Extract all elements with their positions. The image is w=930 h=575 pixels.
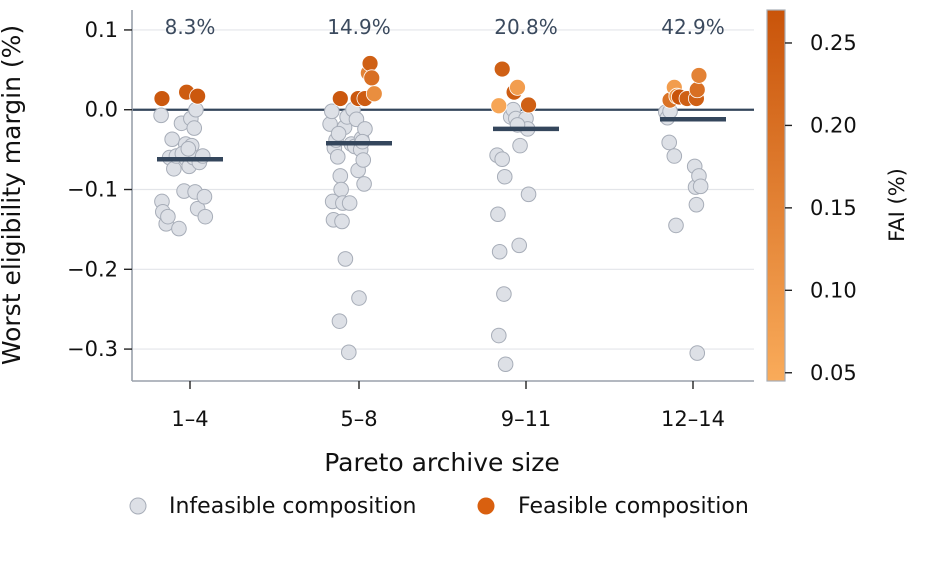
y-tick-label: 0.0 [85,98,118,122]
infeasible-point [153,107,169,124]
colorbar-tick-label: 0.25 [810,31,857,55]
feasible-point [690,67,708,84]
infeasible-point [180,141,197,157]
infeasible-point [520,186,537,203]
infeasible-point [341,195,358,211]
y-tick-label: −0.3 [67,337,118,361]
infeasible-point [333,181,349,198]
feasible-point [688,81,706,99]
infeasible-point [196,188,213,205]
infeasible-point [491,243,508,260]
infeasible-point [511,237,528,254]
legend-marker-feasible [477,497,495,515]
y-tick-label: −0.1 [67,178,118,202]
feasible-point [331,90,349,107]
data-points [153,55,709,373]
x-axis-title: Pareto archive size [324,448,560,477]
feasible-point [361,55,379,72]
infeasible-point [331,313,348,329]
group-annotation: 14.9% [327,15,391,39]
infeasible-point [356,176,372,192]
colorbar-bar [766,9,786,382]
feasible-point [363,69,381,87]
median-lines [157,117,726,162]
infeasible-point [512,137,528,154]
infeasible-point [197,208,214,225]
infeasible-point [494,151,511,167]
colorbar-title: FAI (%) [885,168,909,242]
infeasible-point [496,286,512,302]
feasible-point [490,97,508,115]
gridlines [132,29,754,350]
infeasible-point [666,148,683,164]
x-tick-label: 12–14 [661,407,725,431]
infeasible-point [330,125,347,142]
x-tick-label: 9–11 [501,407,552,431]
infeasible-point [688,196,705,213]
infeasible-point [491,327,507,344]
legend-label-feasible: Feasible composition [518,494,749,519]
infeasible-point [166,160,182,177]
group-annotation: 42.9% [661,15,725,39]
x-tick-label: 1–4 [171,407,208,431]
infeasible-point [171,220,187,237]
infeasible-point [692,178,709,195]
feasible-point [365,85,383,103]
legend: Infeasible composition Feasible composit… [129,494,749,519]
infeasible-point [164,131,180,148]
group-annotations: 8.3% 14.9% 20.8% 42.9% [165,15,725,39]
feasible-point [520,96,537,114]
infeasible-point [496,168,513,185]
x-tick-label: 5–8 [340,407,377,431]
y-axis-title: Worst eligibility margin (%) [0,25,26,365]
axes: 0.1 0.0 −0.1 −0.2 −0.3 1–4 5–8 9–11 12–14 [67,10,754,431]
feasible-point [493,60,511,78]
infeasible-point [497,356,514,373]
infeasible-point [334,213,350,230]
infeasible-point [332,168,349,184]
infeasible-point [160,208,176,225]
infeasible-point [337,251,354,267]
infeasible-point [324,103,340,120]
colorbar-tick-label: 0.15 [810,196,857,220]
colorbar-tick-label: 0.05 [810,361,857,385]
group-annotation: 8.3% [165,15,216,39]
infeasible-point [188,101,204,118]
infeasible-point [355,152,372,168]
infeasible-point [689,345,706,361]
infeasible-point [490,206,506,223]
feasible-point [153,90,171,107]
infeasible-point [661,134,678,151]
feasible-point [509,78,526,96]
infeasible-point [357,121,373,137]
infeasible-point [351,290,367,306]
infeasible-point [329,149,346,165]
colorbar-tick-label: 0.20 [810,113,857,137]
feasible-point [189,87,207,105]
group-annotation: 20.8% [494,15,558,39]
colorbar: 0.25 0.20 0.15 0.10 0.05 FAI (%) [766,9,909,385]
y-tick-label: 0.1 [85,18,118,42]
colorbar-tick-label: 0.10 [810,278,857,302]
infeasible-point [341,344,357,361]
infeasible-point [668,217,684,234]
infeasible-point [186,120,203,136]
legend-marker-infeasible [129,497,147,515]
y-tick-label: −0.2 [67,257,118,281]
legend-label-infeasible: Infeasible composition [169,494,417,519]
